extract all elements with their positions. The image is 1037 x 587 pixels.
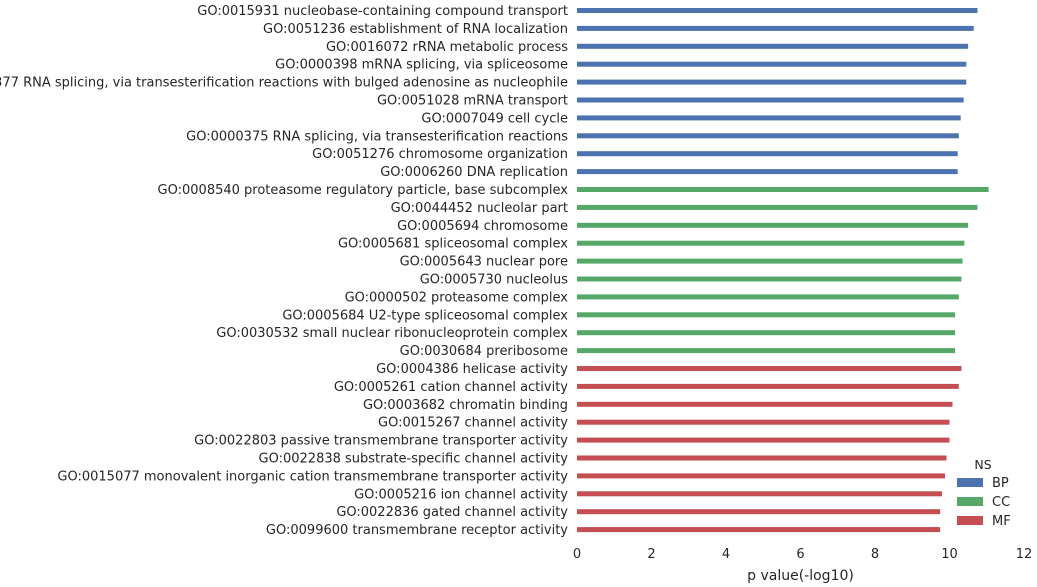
bar: [577, 43, 969, 49]
category-label: GO:0000377 RNA splicing, via transesteri…: [0, 76, 568, 91]
category-label: GO:0051276 chromosome organization: [312, 147, 568, 162]
category-label: GO:0005216 ion channel activity: [354, 487, 568, 502]
category-label: GO:0005261 cation channel activity: [334, 380, 568, 395]
legend-label: MF: [992, 514, 1011, 529]
bar: [577, 312, 956, 318]
bar: [577, 527, 941, 533]
bar: [577, 115, 961, 121]
bar: [577, 25, 974, 31]
bar: [577, 473, 946, 479]
category-label: GO:0008540 proteasome regulatory particl…: [158, 183, 569, 198]
x-axis-title: p value(-log10): [747, 568, 854, 584]
category-label: GO:0015931 nucleobase-containing compoun…: [197, 4, 568, 19]
bar: [577, 330, 956, 336]
bars-group: [577, 8, 989, 533]
bar: [577, 204, 978, 210]
category-label: GO:0000375 RNA splicing, via transesteri…: [186, 129, 568, 144]
bar: [577, 133, 959, 139]
x-tick-label: 12: [1016, 547, 1033, 562]
bar: [577, 240, 965, 246]
x-axis-ticks: 0 2 4 6 8 10 12: [573, 547, 1032, 562]
bar: [577, 258, 963, 264]
x-tick-label: 0: [573, 547, 581, 562]
category-label: GO:0004386 helicase activity: [376, 362, 568, 377]
bar: [577, 455, 947, 461]
bar: [577, 61, 967, 67]
legend-label: CC: [992, 495, 1010, 510]
x-tick-label: 10: [941, 547, 958, 562]
bar: [577, 383, 959, 389]
category-labels: GO:0015931 nucleobase-containing compoun…: [0, 4, 568, 538]
category-label: GO:0015267 channel activity: [378, 416, 568, 431]
category-label: GO:0005694 chromosome: [397, 219, 568, 234]
x-tick-label: 6: [796, 547, 804, 562]
bar: [577, 8, 978, 13]
category-label: GO:0000398 mRNA splicing, via spliceosom…: [275, 58, 568, 73]
legend: NS BP CC MF: [957, 457, 1011, 529]
category-label: GO:0006260 DNA replication: [380, 165, 568, 180]
legend-label: BP: [992, 476, 1009, 491]
bar: [577, 294, 959, 300]
bar: [577, 187, 989, 192]
legend-title: NS: [974, 457, 991, 472]
category-label: GO:0022803 passive transmembrane transpo…: [194, 434, 568, 449]
category-label: GO:0051028 mRNA transport: [377, 94, 568, 109]
bar: [577, 491, 943, 497]
bar: [577, 348, 956, 354]
legend-swatch: [957, 516, 983, 525]
category-label: GO:0003682 chromatin binding: [363, 398, 568, 413]
category-label: GO:0044452 nucleolar part: [391, 201, 568, 216]
category-label: GO:0022838 substrate-specific channel ac…: [259, 452, 569, 467]
x-tick-label: 4: [722, 547, 730, 562]
bar: [577, 401, 953, 407]
bar: [577, 97, 964, 103]
category-label: GO:0005730 nucleolus: [420, 273, 569, 288]
bar: [577, 437, 950, 443]
category-label: GO:0030684 preribosome: [400, 344, 568, 359]
category-label: GO:0030532 small nuclear ribonucleoprote…: [216, 326, 568, 341]
category-label: GO:0015077 monovalent inorganic cation t…: [57, 469, 568, 484]
category-label: GO:0051236 establishment of RNA localiza…: [263, 22, 568, 37]
category-label: GO:0000502 proteasome complex: [345, 290, 569, 305]
category-label: GO:0005684 U2-type spliceosomal complex: [282, 308, 568, 323]
x-tick-label: 2: [647, 547, 655, 562]
x-tick-label: 8: [871, 547, 879, 562]
category-label: GO:0016072 rRNA metabolic process: [326, 40, 568, 55]
category-label: GO:0007049 cell cycle: [421, 111, 568, 126]
category-label: GO:0022836 gated channel activity: [336, 505, 568, 520]
bar: [577, 151, 958, 157]
bar: [577, 79, 967, 85]
category-label: GO:0005681 spliceosomal complex: [338, 237, 568, 252]
category-label: GO:0099600 transmembrane receptor activi…: [266, 523, 568, 538]
bar: [577, 222, 969, 228]
bar: [577, 169, 958, 175]
bar: [577, 419, 950, 425]
bar: [577, 509, 941, 515]
category-label: GO:0005643 nuclear pore: [400, 255, 568, 270]
legend-swatch: [957, 478, 983, 487]
bar: [577, 366, 962, 371]
legend-swatch: [957, 497, 983, 506]
bar: [577, 276, 962, 282]
